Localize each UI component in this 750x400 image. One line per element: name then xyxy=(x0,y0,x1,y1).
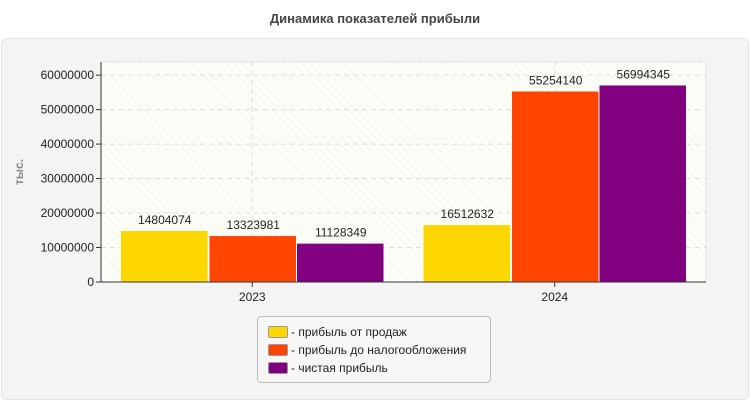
y-tick-label: 50000000 xyxy=(41,103,95,117)
legend-swatch xyxy=(268,344,288,356)
x-tick-label: 2024 xyxy=(541,290,568,304)
legend-label: - прибыль до налогообложения xyxy=(291,343,467,357)
legend-swatch xyxy=(268,362,288,374)
legend-swatch xyxy=(268,326,288,338)
bar xyxy=(512,91,599,283)
data-label: 56994345 xyxy=(617,67,671,81)
bar xyxy=(423,225,510,282)
legend-item-sales-profit: - прибыль от продаж xyxy=(268,324,407,340)
y-axis-label: тыс. xyxy=(12,159,26,185)
data-label: 13323981 xyxy=(227,218,281,232)
legend-item-pretax-profit: - прибыль до налогообложения xyxy=(268,342,466,358)
bar xyxy=(209,236,296,282)
y-tick-label: 10000000 xyxy=(41,241,95,255)
legend-item-net-profit: - чистая прибыль xyxy=(268,360,388,376)
chart-title: Динамика показателей прибыли xyxy=(269,11,481,26)
bar xyxy=(121,230,208,282)
data-label: 55254140 xyxy=(529,73,583,87)
x-tick-label: 2023 xyxy=(239,290,266,304)
data-label: 11128349 xyxy=(315,226,367,240)
bar xyxy=(297,243,384,282)
bar xyxy=(599,85,686,282)
data-label: 16512632 xyxy=(441,207,495,221)
data-label: 14804074 xyxy=(138,213,192,227)
y-tick-label: 20000000 xyxy=(41,206,95,220)
legend-label: - прибыль от продаж xyxy=(291,325,407,339)
y-tick-label: 0 xyxy=(87,275,94,289)
y-tick-label: 60000000 xyxy=(41,68,95,82)
legend-label: - чистая прибыль xyxy=(291,361,388,375)
legend: - прибыль от продаж - прибыль до налогоо… xyxy=(257,316,491,383)
y-tick-label: 30000000 xyxy=(41,172,95,186)
y-tick-label: 40000000 xyxy=(41,137,95,151)
